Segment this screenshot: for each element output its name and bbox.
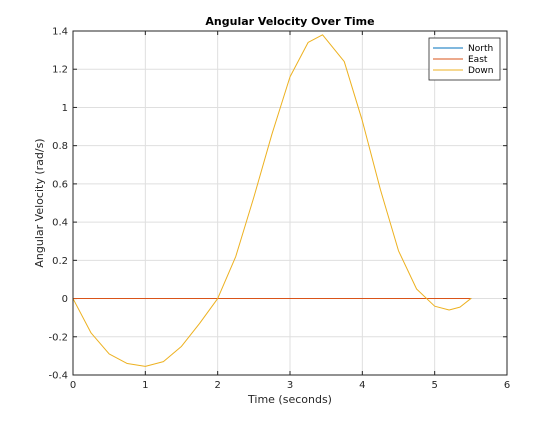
x-tick-label: 3 bbox=[287, 380, 293, 391]
plot-area bbox=[72, 30, 508, 376]
y-tick-label: 1.2 bbox=[52, 65, 68, 76]
x-tick-label: 6 bbox=[504, 380, 510, 391]
y-axis-label: Angular Velocity (rad/s) bbox=[33, 138, 46, 267]
y-tick-label: 0.8 bbox=[52, 141, 68, 152]
series-layer bbox=[72, 34, 472, 367]
x-tick-label: 2 bbox=[214, 380, 220, 391]
series-line-down bbox=[72, 34, 472, 367]
legend-label-east: East bbox=[468, 55, 488, 65]
x-axis-label: Time (seconds) bbox=[247, 393, 332, 406]
y-tick-label: -0.2 bbox=[48, 332, 68, 343]
axes-frame bbox=[72, 30, 508, 376]
legend-label-down: Down bbox=[468, 66, 494, 76]
y-tick-label: 0.4 bbox=[52, 218, 68, 229]
legend-label-north: North bbox=[468, 44, 493, 54]
y-tick-label: 0.6 bbox=[52, 179, 68, 190]
x-tick-label: 0 bbox=[70, 380, 76, 391]
y-tick-label: 1.4 bbox=[52, 27, 68, 38]
chart-title: Angular Velocity Over Time bbox=[205, 15, 374, 28]
y-tick-label: 1 bbox=[62, 103, 68, 114]
x-tick-label: 1 bbox=[142, 380, 148, 391]
y-tick-label: 0 bbox=[62, 294, 68, 305]
x-tick-label: 4 bbox=[359, 380, 365, 391]
y-tick-label: 0.2 bbox=[52, 256, 68, 267]
y-tick-label: -0.4 bbox=[48, 371, 68, 382]
x-tick-label: 5 bbox=[431, 380, 437, 391]
